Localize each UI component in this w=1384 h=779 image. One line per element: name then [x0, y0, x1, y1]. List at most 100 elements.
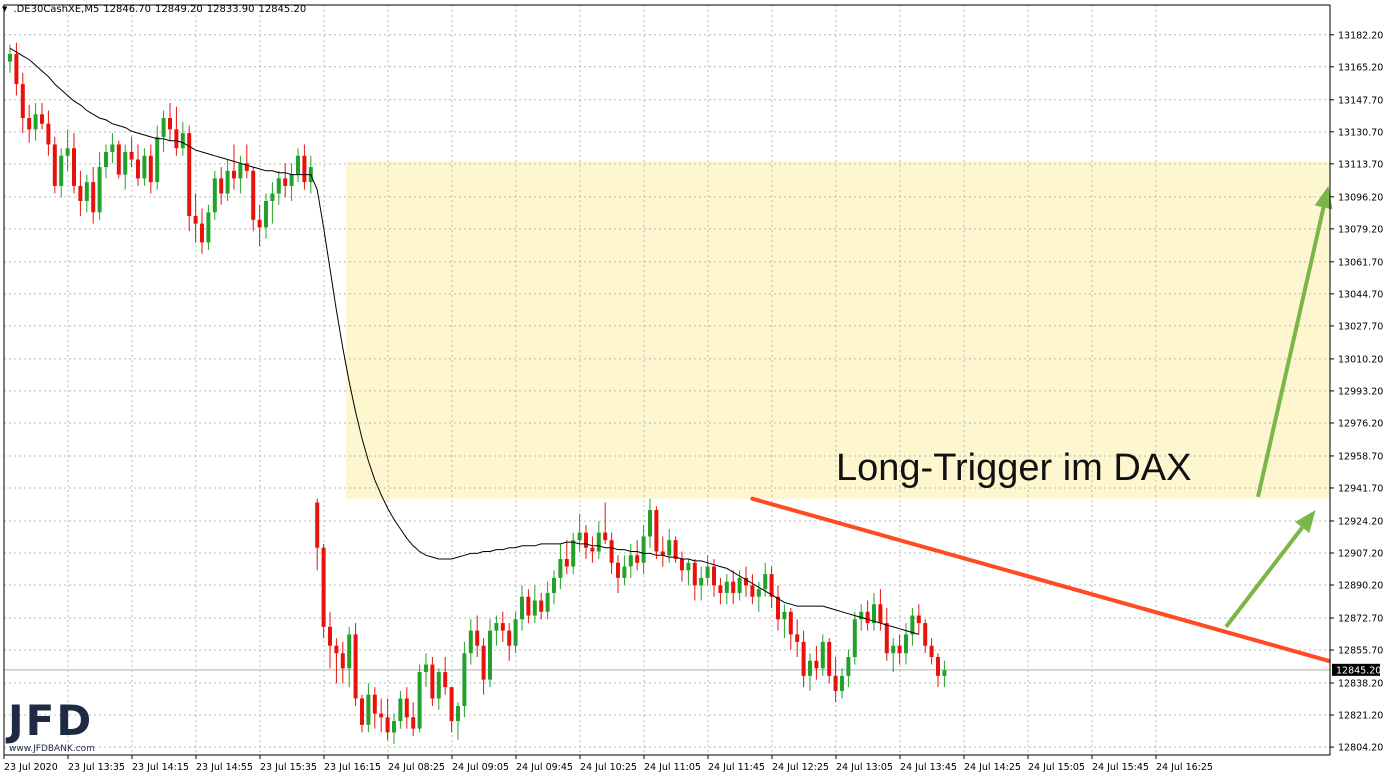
current-price-box: [1332, 663, 1380, 676]
candle-body: [891, 645, 896, 654]
candle-body: [276, 178, 281, 194]
candle-body: [475, 630, 480, 646]
candle-body: [878, 604, 883, 624]
candle-body: [769, 574, 774, 597]
candle-body: [161, 118, 166, 137]
x-tick-label: 24 Jul 16:25: [1156, 762, 1213, 773]
candle-body: [206, 212, 211, 243]
candle-body: [635, 555, 640, 563]
candle-body: [72, 148, 76, 186]
candle-body: [296, 155, 300, 175]
y-tick-label: 13182.20: [1338, 30, 1383, 41]
x-tick-label: 24 Jul 10:25: [580, 762, 637, 773]
candle-body: [347, 634, 352, 669]
candle-body: [180, 133, 185, 149]
y-tick-label: 13044.70: [1338, 289, 1383, 300]
candle-body: [859, 611, 864, 620]
candle-body: [923, 623, 928, 646]
high-value: 12849.20: [155, 3, 203, 15]
candle-body: [456, 706, 460, 722]
x-tick-label: 24 Jul 15:45: [1092, 762, 1149, 773]
candle-body: [174, 129, 179, 149]
candle-body: [833, 675, 838, 691]
candle-body: [321, 547, 326, 627]
candle-body: [398, 698, 403, 722]
candle-body: [78, 185, 83, 201]
candle-body: [392, 721, 396, 733]
candle-body: [526, 596, 531, 616]
candle-body: [46, 123, 51, 145]
candle-body: [283, 178, 288, 186]
candle-body: [712, 566, 716, 586]
logo-url: www.JFDBANK.com: [9, 744, 95, 754]
candle-body: [673, 540, 678, 560]
candle-body: [660, 551, 665, 556]
candle-body: [142, 155, 147, 179]
candle-body: [104, 151, 108, 168]
candle-body: [737, 577, 742, 593]
x-tick-label: 23 Jul 2020: [4, 762, 58, 773]
candle-body: [353, 634, 358, 699]
candle-body: [340, 653, 345, 669]
jfd-logo: JFD www.JFDBANK.com: [8, 698, 108, 756]
candle-body: [686, 562, 691, 571]
candle-body: [155, 136, 160, 183]
up-arrow-head: [1314, 185, 1333, 210]
symbol-label: .DE30CashXE,M5: [13, 3, 100, 15]
candle-body: [846, 657, 851, 676]
candle-body: [603, 532, 608, 541]
close-value: 12845.20: [258, 3, 307, 15]
y-tick-label: 12855.70: [1338, 646, 1383, 657]
candle-body: [424, 664, 428, 673]
dropdown-triangle-icon[interactable]: ▼: [2, 5, 8, 13]
candle-body: [756, 589, 761, 597]
candle-body: [545, 592, 550, 612]
y-tick-label: 12838.20: [1338, 679, 1383, 690]
y-tick-label: 12993.20: [1338, 386, 1383, 397]
candle-body: [532, 600, 537, 616]
candle-body: [609, 540, 614, 563]
candle-body: [680, 559, 684, 571]
y-tick-label: 13113.70: [1338, 159, 1383, 170]
candle-body: [814, 660, 819, 669]
x-tick-label: 24 Jul 13:05: [836, 762, 893, 773]
candle-body: [724, 581, 729, 593]
y-tick-label: 12958.70: [1338, 451, 1383, 462]
candle-body: [334, 645, 339, 654]
candle-body: [193, 216, 198, 224]
candle-body: [289, 174, 294, 186]
candle-body: [238, 163, 243, 179]
x-tick-label: 24 Jul 08:25: [388, 762, 445, 773]
candle-body: [264, 200, 268, 228]
x-tick-label: 23 Jul 16:15: [324, 762, 381, 773]
candle-body: [641, 536, 646, 563]
candle-body: [865, 611, 870, 624]
resistance-trendline: [750, 496, 1331, 663]
candle-body: [8, 53, 12, 62]
candle-body: [705, 566, 710, 578]
logo-text: JFD: [8, 696, 94, 745]
candle-body: [558, 559, 563, 578]
up-arrow-head: [1295, 510, 1316, 533]
x-tick-label: 23 Jul 15:35: [260, 762, 317, 773]
candle-body: [404, 698, 409, 718]
candle-body: [884, 623, 889, 654]
candle-body: [436, 672, 441, 699]
candle-body: [20, 84, 25, 119]
y-tick-label: 12941.70: [1338, 483, 1383, 494]
candle-body: [449, 687, 454, 722]
candle-body: [852, 619, 857, 658]
candle-body: [782, 611, 787, 620]
candle-body: [430, 664, 435, 699]
x-tick-label: 24 Jul 11:45: [708, 762, 765, 773]
candle-body: [97, 167, 102, 213]
candle-body: [219, 178, 224, 194]
y-tick-label: 13130.70: [1338, 127, 1383, 138]
y-tick-label: 13010.20: [1338, 354, 1383, 365]
candle-body: [443, 672, 448, 688]
candle-body: [488, 630, 492, 680]
candle-body: [123, 151, 128, 175]
candle-body: [462, 653, 467, 707]
